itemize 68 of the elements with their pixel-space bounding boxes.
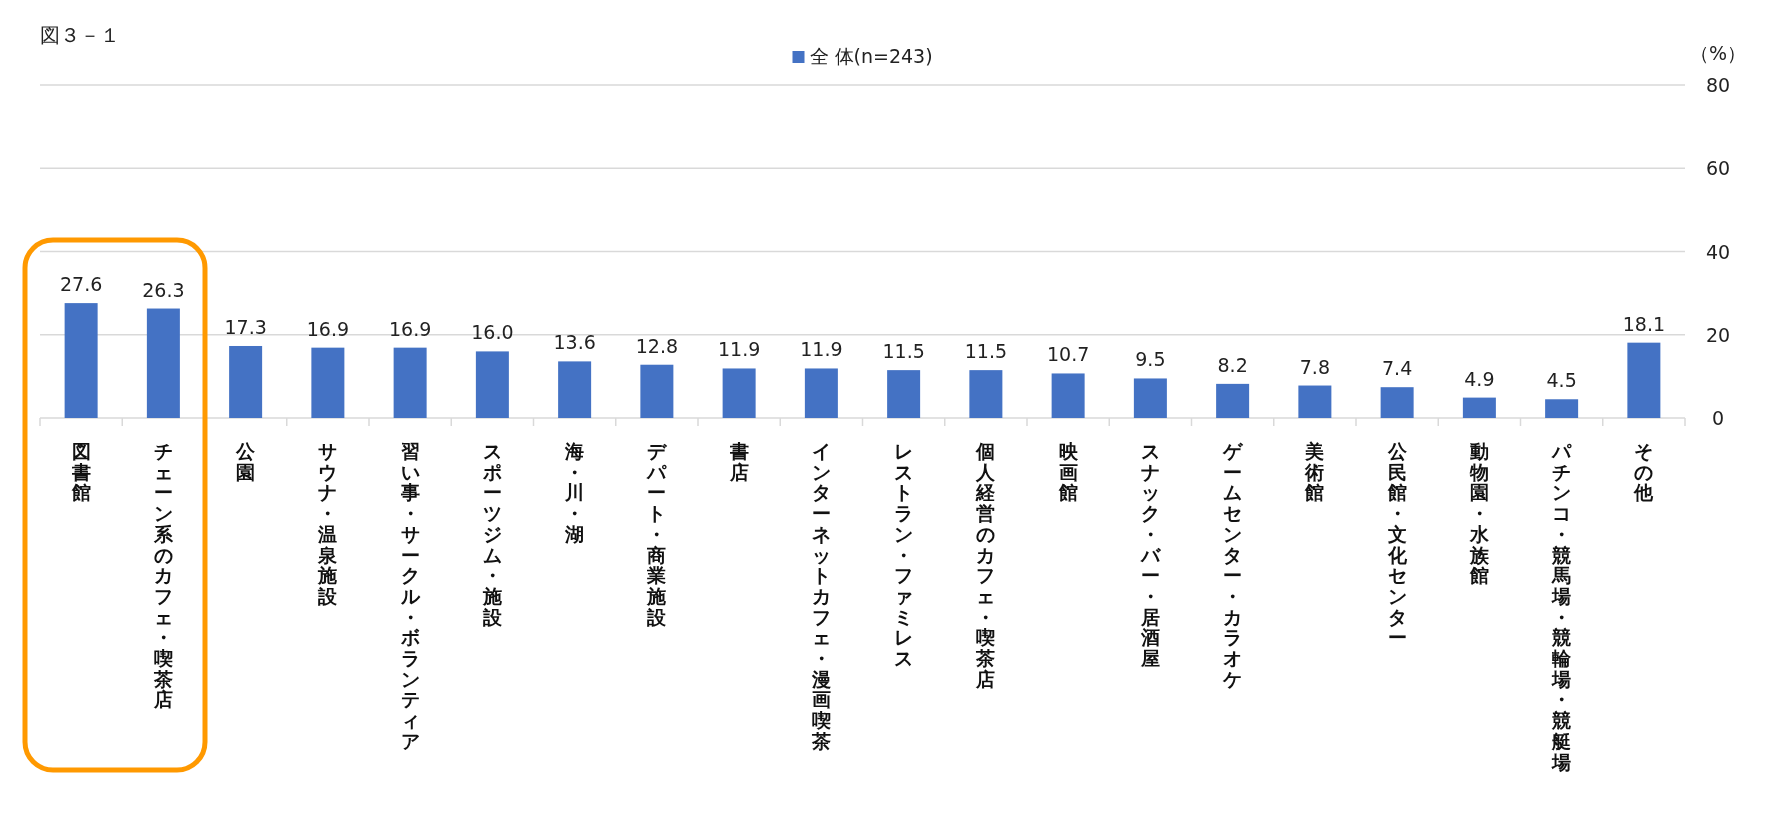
bar (146, 308, 180, 418)
bar (1462, 397, 1496, 418)
data-label: 18.1 (1622, 312, 1666, 335)
category-label: インターネットカフェ・漫画喫茶 (811, 440, 831, 752)
x-tick-label: サウナ・温泉施設 (317, 440, 339, 607)
category-label: 習い事・サークル・ボランティア (400, 440, 420, 752)
data-label: 4.9 (1464, 367, 1495, 390)
data-label: 12.8 (635, 334, 679, 357)
x-tick-label: 書店 (728, 440, 749, 483)
bar (1133, 378, 1167, 418)
x-tick-label: 公園 (235, 440, 257, 483)
data-label: 11.9 (717, 338, 761, 361)
category-label: パチンコ・競馬場・競輪場・競艇場 (1552, 440, 1572, 773)
bar (1545, 399, 1579, 418)
category-label: スポーツジム・施設 (482, 440, 502, 628)
bar (887, 370, 921, 418)
data-label: 4.5 (1546, 369, 1577, 392)
data-label: 8.2 (1217, 353, 1248, 376)
y-tick-label: 60 (1705, 157, 1731, 180)
y-tick-label: 40 (1705, 240, 1731, 263)
data-label: 17.3 (224, 315, 267, 338)
bar (1380, 387, 1414, 418)
data-label: 11.5 (882, 340, 925, 363)
bar (475, 351, 509, 418)
category-label: チェーン系のカフェ・喫茶店 (153, 440, 173, 711)
data-label: 13.6 (553, 331, 596, 354)
bar (311, 347, 345, 418)
x-tick-label: 動物園・水族館 (1468, 440, 1490, 587)
bar (804, 368, 838, 418)
category-label: ゲームセンター・カラオケ (1223, 440, 1243, 690)
bar (1216, 383, 1250, 418)
bar (1051, 373, 1085, 418)
bar (558, 361, 592, 418)
y-tick-label: 80 (1705, 74, 1731, 96)
data-label: 16.9 (388, 317, 432, 340)
bar (1298, 385, 1332, 418)
y-tick-label: 0 (1711, 407, 1725, 429)
bar (229, 345, 263, 418)
data-label: 7.4 (1382, 357, 1413, 380)
bar (722, 368, 756, 418)
x-tick-label: 映画館 (1057, 440, 1079, 504)
data-label: 7.8 (1299, 355, 1330, 378)
data-label: 11.9 (800, 338, 843, 361)
x-tick-label: 図書館 (70, 440, 91, 504)
bar (640, 364, 674, 418)
category-label: デパート・商業施設 (647, 440, 667, 628)
y-tick-label: 20 (1705, 323, 1731, 346)
data-label: 27.6 (59, 273, 103, 296)
category-label: 公民館・文化センター (1387, 440, 1407, 649)
x-tick-label: その他 (1633, 440, 1655, 504)
x-tick-label: 美術館 (1304, 440, 1325, 504)
y-axis-title: （%） (1689, 42, 1747, 64)
chart-title: 図３－１ (40, 23, 120, 47)
x-tick-label: 海・川・湖 (564, 440, 585, 545)
data-label: 10.7 (1046, 343, 1090, 366)
bar (1627, 342, 1661, 418)
data-label: 16.9 (306, 317, 350, 340)
category-label: スナック・バー・居酒屋 (1140, 440, 1160, 669)
data-label: 9.5 (1135, 348, 1166, 371)
data-label: 11.5 (964, 340, 1008, 363)
category-label: 個人経営のカフェ・喫茶店 (976, 440, 996, 690)
data-label: 16.0 (471, 321, 514, 344)
category-label: レストラン・ファミレス (894, 440, 914, 669)
bar (969, 370, 1003, 418)
data-label: 26.3 (142, 278, 185, 301)
bar (393, 347, 427, 418)
legend-label: 全 体(n=243) (809, 45, 933, 67)
bar (64, 303, 98, 418)
